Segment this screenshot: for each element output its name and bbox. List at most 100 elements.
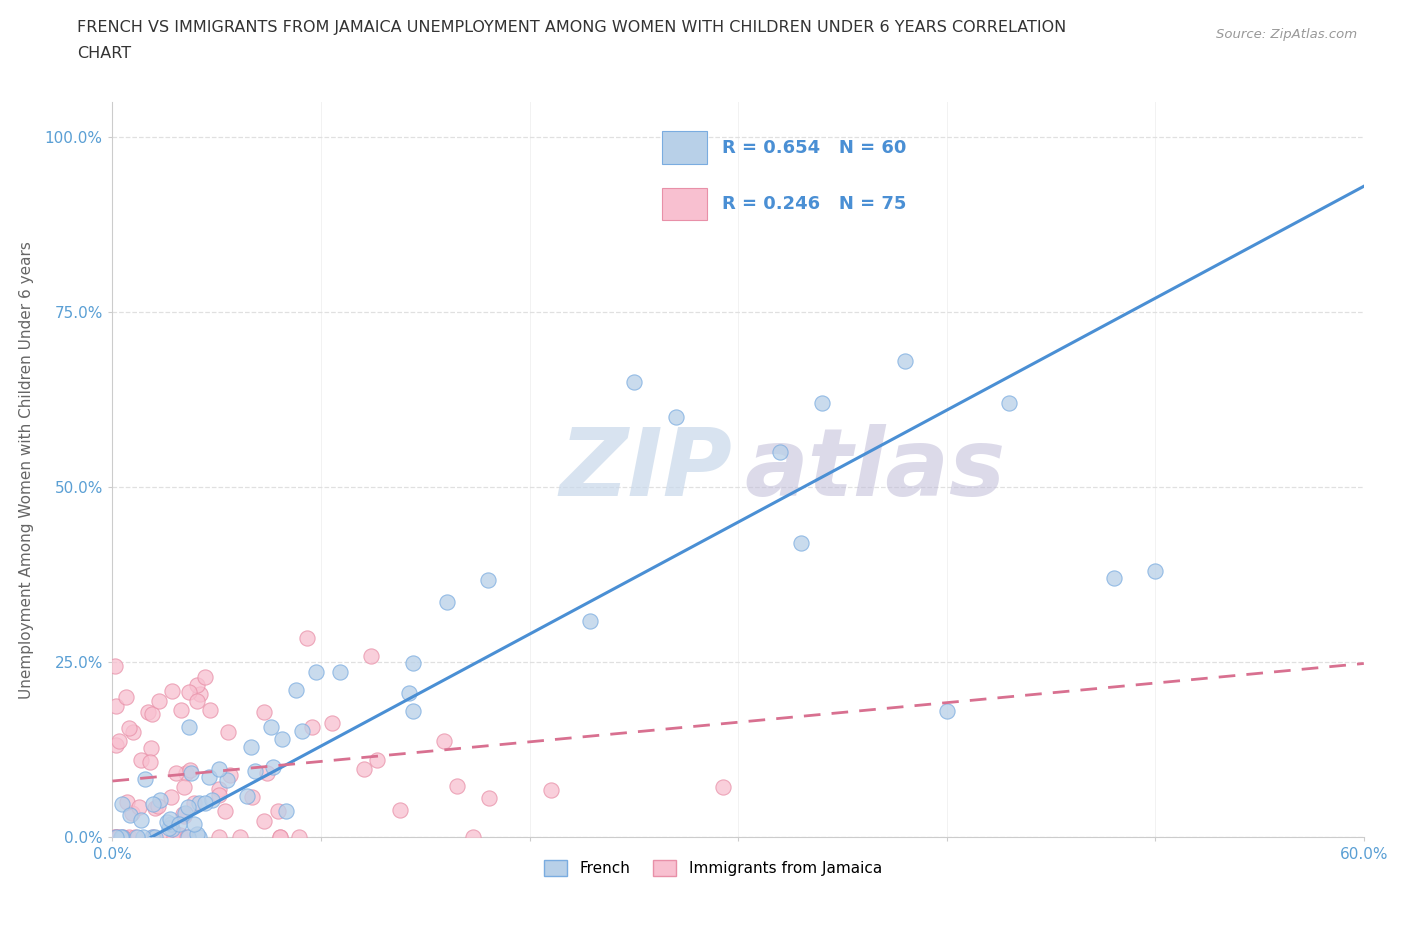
Point [105, 737, 128, 752]
Point [129, 752, 152, 767]
Point [160, 790, 183, 804]
Point [169, 828, 191, 843]
Point [159, 820, 181, 835]
Point [138, 754, 160, 769]
Point [148, 694, 170, 709]
Point [243, 764, 266, 778]
Point [790, 536, 813, 551]
Text: ZIP: ZIP [560, 424, 733, 515]
Point [179, 763, 201, 777]
Point [129, 812, 152, 827]
Point [217, 725, 239, 740]
Point [163, 826, 186, 841]
Y-axis label: Unemployment Among Women with Children Under 6 years: Unemployment Among Women with Children U… [18, 241, 34, 698]
Point [262, 760, 284, 775]
Legend: French, Immigrants from Jamaica: French, Immigrants from Jamaica [538, 854, 889, 883]
Point [143, 830, 166, 844]
Text: FRENCH VS IMMIGRANTS FROM JAMAICA UNEMPLOYMENT AMONG WOMEN WITH CHILDREN UNDER 6: FRENCH VS IMMIGRANTS FROM JAMAICA UNEMPL… [77, 20, 1067, 35]
Point [389, 803, 412, 817]
Point [398, 686, 420, 701]
Point [432, 734, 454, 749]
Point [219, 767, 242, 782]
Point [194, 796, 217, 811]
Point [110, 830, 132, 844]
Point [142, 830, 165, 844]
Point [115, 689, 138, 704]
Point [402, 704, 425, 719]
Point [267, 804, 290, 819]
Point [894, 353, 917, 368]
Point [173, 780, 195, 795]
Point [159, 817, 181, 831]
Point [769, 445, 792, 459]
Point [360, 649, 382, 664]
Point [177, 684, 200, 699]
Point [141, 707, 163, 722]
Point [103, 658, 125, 673]
Point [446, 778, 468, 793]
Point [713, 780, 735, 795]
Point [253, 814, 276, 829]
Point [176, 830, 198, 844]
Point [121, 805, 143, 820]
Point [305, 664, 328, 679]
Point [124, 830, 146, 844]
Point [115, 794, 138, 809]
Point [301, 720, 323, 735]
Point [172, 806, 194, 821]
Point [159, 812, 181, 827]
Point [103, 830, 125, 844]
Point [143, 801, 166, 816]
Point [104, 830, 127, 844]
Point [120, 807, 142, 822]
Point [1102, 571, 1125, 586]
Point [201, 792, 224, 807]
Point [235, 789, 257, 804]
Point [186, 677, 208, 692]
Point [208, 782, 231, 797]
Point [295, 631, 318, 645]
Point [146, 799, 169, 814]
Point [291, 724, 314, 738]
Point [177, 800, 200, 815]
Point [177, 830, 200, 844]
Point [183, 796, 205, 811]
Point [998, 396, 1021, 411]
Point [207, 788, 229, 803]
Point [149, 792, 172, 807]
Point [401, 656, 423, 671]
Text: CHART: CHART [77, 46, 131, 61]
Point [329, 665, 352, 680]
Point [194, 670, 217, 684]
Point [107, 830, 129, 844]
Point [111, 796, 134, 811]
Point [477, 573, 499, 588]
Point [198, 702, 221, 717]
Point [240, 790, 263, 804]
Point [463, 830, 485, 844]
Point [436, 594, 458, 609]
Point [186, 694, 208, 709]
Point [136, 705, 159, 720]
Point [269, 830, 291, 844]
Point [180, 766, 202, 781]
Point [208, 830, 231, 844]
Point [186, 826, 208, 841]
Point [366, 752, 388, 767]
Point [188, 796, 211, 811]
Point [665, 410, 688, 425]
Point [579, 614, 602, 629]
Point [188, 686, 211, 701]
Point [198, 769, 221, 784]
Point [214, 804, 236, 818]
Point [208, 762, 231, 777]
Point [239, 739, 262, 754]
Point [217, 772, 239, 787]
Point [104, 698, 127, 713]
Point [141, 830, 163, 844]
Point [188, 830, 211, 844]
Point [935, 704, 957, 719]
Point [139, 741, 162, 756]
Point [121, 724, 143, 739]
Point [165, 765, 187, 780]
